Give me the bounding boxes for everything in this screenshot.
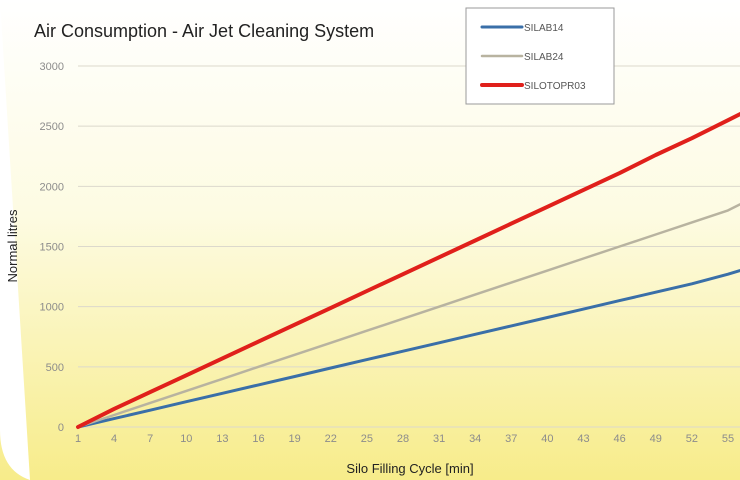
y-tick-labels: 0 500 1000 1500 2000 2500 3000 xyxy=(40,61,64,434)
x-tick-label-13: 13 xyxy=(216,433,228,445)
x-tick-labels: 1 4 7 10 13 16 19 22 25 28 31 34 37 40 43 46 49 52 55 xyxy=(75,433,734,445)
x-tick-label-19: 19 xyxy=(289,433,301,445)
x-tick-label-28: 28 xyxy=(397,433,409,445)
x-tick-label-1: 1 xyxy=(75,433,81,445)
x-tick-label-49: 49 xyxy=(650,433,662,445)
legend-label-silab24: SILAB24 xyxy=(524,52,564,63)
x-tick-label-55: 55 xyxy=(722,433,734,445)
y-tick-label-0: 0 xyxy=(58,422,64,434)
y-tick-label-500: 500 xyxy=(46,362,64,374)
x-tick-label-43: 43 xyxy=(577,433,589,445)
series-line-silab24 xyxy=(76,203,740,429)
y-tick-label-3000: 3000 xyxy=(40,61,64,73)
y-tick-label-1500: 1500 xyxy=(40,242,64,254)
x-tick-label-16: 16 xyxy=(252,433,264,445)
legend: SILAB14 SILAB24 SILOTOPR03 xyxy=(465,7,615,105)
series-line-silotopr03 xyxy=(76,112,740,429)
x-tick-label-10: 10 xyxy=(180,433,192,445)
x-tick-label-22: 22 xyxy=(325,433,337,445)
series-lines xyxy=(76,112,740,429)
y-tick-label-2500: 2500 xyxy=(40,121,64,133)
legend-label-silab14: SILAB14 xyxy=(524,23,564,34)
x-tick-label-37: 37 xyxy=(505,433,517,445)
x-tick-label-31: 31 xyxy=(433,433,445,445)
grid-lines xyxy=(78,65,740,428)
y-tick-label-2000: 2000 xyxy=(40,181,64,193)
x-axis-title: Silo Filling Cycle [min] xyxy=(346,461,473,476)
series-line-silab14 xyxy=(76,269,740,429)
x-tick-label-46: 46 xyxy=(614,433,626,445)
x-tick-label-52: 52 xyxy=(686,433,698,445)
x-tick-label-34: 34 xyxy=(469,433,481,445)
y-tick-label-1000: 1000 xyxy=(40,302,64,314)
x-tick-label-25: 25 xyxy=(361,433,373,445)
chart-title: Air Consumption - Air Jet Cleaning Syste… xyxy=(34,21,374,41)
legend-label-silotopr03: SILOTOPR03 xyxy=(524,81,586,92)
x-tick-label-40: 40 xyxy=(541,433,553,445)
y-axis-title: Normal litres xyxy=(5,209,20,282)
x-tick-label-4: 4 xyxy=(111,433,117,445)
x-tick-label-7: 7 xyxy=(147,433,153,445)
